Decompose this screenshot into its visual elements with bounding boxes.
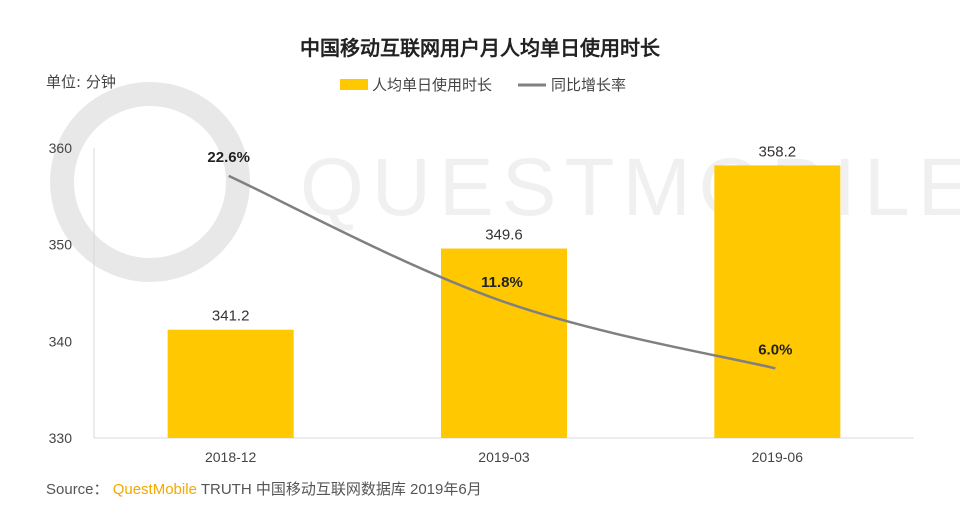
unit-label: 单位: 分钟 — [46, 73, 116, 91]
x-tick-label: 2018-12 — [205, 449, 257, 465]
growth-rate-line — [228, 174, 776, 370]
y-tick-label: 350 — [49, 237, 73, 253]
y-tick-label: 330 — [49, 430, 73, 446]
legend-swatch-bar — [340, 79, 368, 90]
legend-label-bar: 人均单日使用时长 — [372, 76, 492, 94]
line-value-label: 22.6% — [207, 149, 250, 166]
watermark — [50, 82, 250, 282]
y-tick-label: 340 — [49, 333, 73, 349]
chart-title: 中国移动互联网用户月人均单日使用时长 — [300, 36, 661, 60]
legend: 人均单日使用时长 同比增长率 — [340, 76, 626, 94]
line-value-label: 6.0% — [758, 341, 792, 358]
source-brand: QuestMobile — [112, 481, 197, 498]
legend-label-line: 同比增长率 — [551, 76, 626, 94]
line-value-label: 11.8% — [481, 274, 523, 291]
bar — [441, 248, 567, 438]
source-note: Source： QuestMobile TRUTH 中国移动互联网数据库 201… — [46, 478, 482, 499]
watermark-logo-icon — [50, 82, 250, 282]
bar-value-label: 358.2 — [759, 143, 797, 160]
x-tick-label: 2019-06 — [752, 449, 804, 465]
source-prefix: Source： — [46, 481, 109, 498]
bar-value-label: 349.6 — [485, 227, 523, 244]
source-text: TRUTH 中国移动互联网数据库 2019年6月 — [200, 481, 482, 498]
y-tick-label: 360 — [49, 140, 73, 156]
watermark-text: QUESTMOBILE — [300, 142, 960, 233]
bar-value-label: 341.2 — [212, 308, 250, 325]
x-tick-label: 2019-03 — [478, 449, 530, 465]
bar — [714, 165, 841, 438]
bar — [167, 329, 294, 438]
